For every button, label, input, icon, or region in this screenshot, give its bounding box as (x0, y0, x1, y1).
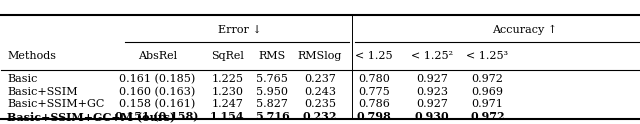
Text: 0.972: 0.972 (472, 74, 503, 84)
Text: AbsRel: AbsRel (138, 51, 177, 61)
Text: 0.158 (0.161): 0.158 (0.161) (119, 99, 195, 109)
Text: 5.716: 5.716 (255, 111, 289, 122)
Text: 0.972: 0.972 (470, 111, 504, 122)
Text: 0.930: 0.930 (415, 111, 449, 122)
Text: Accuracy ↑: Accuracy ↑ (492, 25, 557, 35)
Text: 5.765: 5.765 (256, 74, 288, 84)
Text: < 1.25²: < 1.25² (411, 51, 453, 61)
Text: Error ↓: Error ↓ (218, 25, 262, 35)
Text: Methods: Methods (7, 51, 56, 61)
Text: < 1.25: < 1.25 (355, 51, 393, 61)
Text: 5.827: 5.827 (256, 99, 288, 109)
Text: 1.247: 1.247 (211, 99, 243, 109)
Text: 1.230: 1.230 (211, 87, 243, 97)
Text: RMSlog: RMSlog (298, 51, 342, 61)
Text: 1.225: 1.225 (211, 74, 243, 84)
Text: 0.798: 0.798 (357, 111, 392, 122)
Text: RMS: RMS (259, 51, 285, 61)
Text: 0.927: 0.927 (416, 74, 448, 84)
Text: 0.151 (0.158): 0.151 (0.158) (115, 111, 199, 122)
Text: Basic+SSIM+GC+M (ours): Basic+SSIM+GC+M (ours) (7, 111, 175, 122)
Text: 0.927: 0.927 (416, 99, 448, 109)
Text: 0.971: 0.971 (472, 99, 503, 109)
Text: Basic: Basic (7, 74, 38, 84)
Text: SqRel: SqRel (211, 51, 244, 61)
Text: Basic+SSIM: Basic+SSIM (7, 87, 77, 97)
Text: 0.161 (0.185): 0.161 (0.185) (119, 74, 195, 84)
Text: < 1.25³: < 1.25³ (467, 51, 508, 61)
Text: 0.237: 0.237 (304, 74, 336, 84)
Text: 0.786: 0.786 (358, 99, 390, 109)
Text: 5.950: 5.950 (256, 87, 288, 97)
Text: 0.160 (0.163): 0.160 (0.163) (119, 87, 195, 97)
Text: 0.923: 0.923 (416, 87, 448, 97)
Text: 0.775: 0.775 (358, 87, 390, 97)
Text: 0.780: 0.780 (358, 74, 390, 84)
Text: 1.154: 1.154 (210, 111, 244, 122)
Text: 0.969: 0.969 (471, 87, 503, 97)
Text: 0.232: 0.232 (303, 111, 337, 122)
Text: 0.235: 0.235 (304, 99, 336, 109)
Text: Basic+SSIM+GC: Basic+SSIM+GC (7, 99, 104, 109)
Text: 0.243: 0.243 (304, 87, 336, 97)
